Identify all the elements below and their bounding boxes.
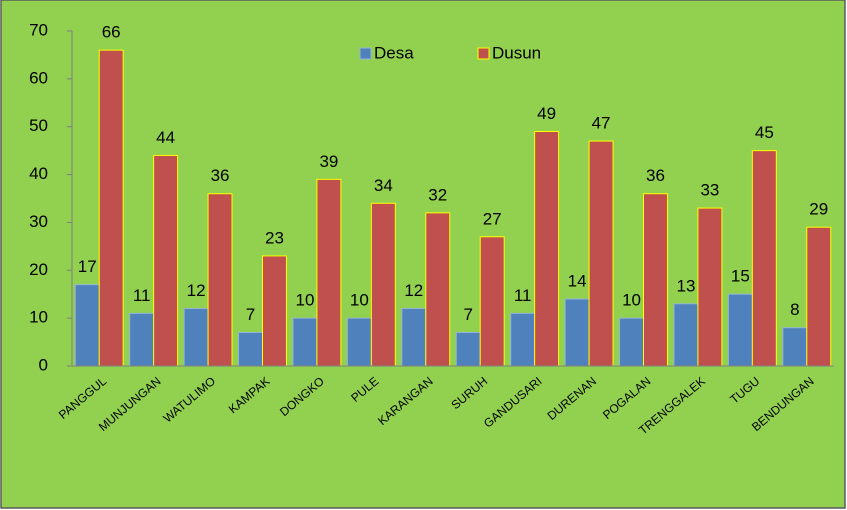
y-tick-label: 0 — [39, 355, 48, 374]
y-tick-label: 60 — [29, 68, 48, 87]
value-label: 29 — [809, 200, 828, 219]
value-label: 45 — [755, 123, 774, 142]
bar — [806, 226, 832, 367]
value-label: 11 — [133, 286, 151, 305]
bar — [129, 312, 155, 367]
value-label: 13 — [676, 276, 695, 295]
bar — [564, 298, 590, 367]
value-label: 36 — [646, 166, 665, 185]
bar — [316, 178, 342, 367]
bar — [643, 193, 668, 367]
value-label: 39 — [319, 152, 338, 171]
bar — [370, 202, 396, 367]
value-label: 12 — [404, 281, 423, 300]
y-tick-label: 20 — [29, 260, 48, 279]
value-label: 10 — [295, 291, 314, 310]
bar — [207, 193, 233, 367]
y-tick-label: 70 — [29, 20, 48, 39]
bar — [346, 317, 372, 367]
bar — [401, 308, 427, 367]
legend-label: Dusun — [492, 43, 541, 62]
value-label: 7 — [464, 305, 473, 324]
bar — [510, 312, 536, 367]
value-label: 10 — [350, 291, 369, 310]
value-label: 33 — [700, 181, 719, 200]
value-label: 15 — [731, 267, 750, 286]
value-label: 44 — [156, 128, 175, 147]
legend-swatch — [477, 47, 490, 60]
bar — [98, 49, 124, 367]
bar — [479, 236, 505, 367]
bar — [727, 293, 753, 367]
bar — [534, 131, 560, 367]
value-label: 14 — [568, 271, 587, 290]
bar — [262, 255, 287, 367]
y-tick-label: 10 — [29, 308, 48, 327]
bar — [751, 150, 777, 367]
value-label: 36 — [211, 166, 230, 185]
bar — [455, 332, 481, 367]
value-label: 10 — [622, 291, 641, 310]
bar — [292, 317, 318, 367]
bar — [425, 212, 451, 367]
value-label: 49 — [537, 104, 556, 123]
bar — [782, 327, 808, 367]
bar — [697, 207, 723, 367]
y-tick-label: 40 — [29, 164, 48, 183]
value-label: 11 — [514, 286, 532, 305]
value-label: 66 — [102, 23, 121, 42]
value-label: 27 — [483, 209, 502, 228]
bar — [183, 308, 209, 367]
value-label: 7 — [246, 305, 255, 324]
bar — [588, 140, 614, 367]
value-label: 32 — [428, 185, 447, 204]
value-label: 12 — [187, 281, 206, 300]
value-label: 34 — [374, 176, 393, 195]
value-label: 17 — [78, 257, 97, 276]
legend-swatch — [359, 47, 372, 60]
bar — [153, 154, 179, 367]
bar — [673, 303, 699, 367]
value-label: 47 — [592, 114, 611, 133]
bar — [238, 332, 263, 367]
value-label: 23 — [265, 228, 284, 247]
y-tick-label: 30 — [29, 212, 48, 231]
bar — [74, 284, 100, 367]
bar — [619, 317, 645, 367]
value-label: 8 — [790, 300, 799, 319]
y-tick-label: 50 — [29, 116, 48, 135]
legend-label: Desa — [374, 43, 414, 62]
